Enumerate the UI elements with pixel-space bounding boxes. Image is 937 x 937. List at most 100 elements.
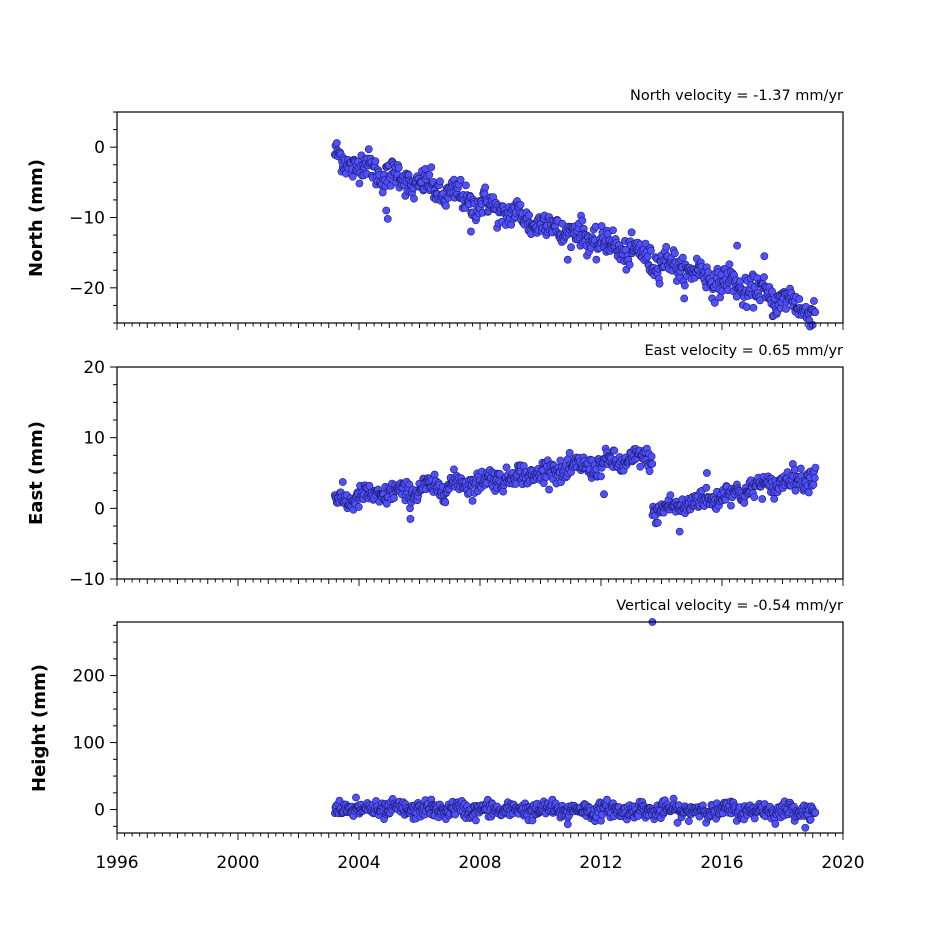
north-data-point	[355, 179, 364, 188]
height-data-point	[563, 820, 572, 829]
north-data-point	[410, 194, 418, 203]
north-data-point	[371, 157, 380, 166]
east-yticks: 20 10 0 −10	[69, 358, 117, 590]
east-data-point	[796, 464, 805, 473]
north-data-point	[670, 249, 679, 258]
north-data-point	[332, 139, 341, 147]
north-data-point	[655, 279, 664, 288]
height-data-point	[750, 814, 759, 823]
north-data-point	[768, 287, 776, 296]
north-data-point	[680, 294, 689, 303]
north-data-point	[678, 253, 687, 262]
north-data-point	[578, 216, 587, 225]
east-data-point	[468, 496, 477, 505]
east-ytick-label: 10	[83, 429, 105, 449]
east-data-point	[666, 491, 675, 500]
north-data-point	[425, 171, 434, 179]
panel-east: East velocity = 0.65 mm/yr East (mm) 20 1…	[26, 343, 844, 590]
east-ylabel: East (mm)	[26, 421, 47, 525]
north-data-point	[647, 246, 655, 255]
east-data-point	[636, 462, 645, 471]
north-data-point	[662, 242, 671, 251]
height-data-point	[806, 815, 815, 824]
north-ylabel: North (mm)	[26, 159, 47, 277]
east-data-point	[430, 470, 439, 479]
east-data-point	[702, 483, 711, 492]
north-data-point	[704, 268, 713, 277]
height-data-point	[471, 816, 480, 825]
east-data-point	[647, 452, 656, 461]
north-points	[330, 139, 820, 331]
east-data-point	[770, 494, 779, 503]
north-ytick-label: −10	[69, 209, 105, 229]
north-data-point	[394, 163, 403, 172]
height-data-point	[801, 823, 810, 832]
east-data-point	[648, 460, 657, 468]
north-data-point	[733, 241, 742, 250]
north-data-point	[592, 255, 601, 264]
east-data-point	[545, 485, 553, 494]
north-data-point	[382, 206, 391, 215]
north-data-point	[481, 183, 490, 192]
east-data-point	[390, 494, 398, 502]
height-axes-frame	[116, 621, 844, 834]
north-data-point	[811, 308, 820, 317]
north-data-point	[643, 252, 652, 261]
north-ytick-label: −20	[69, 279, 105, 299]
east-data-point	[441, 498, 450, 507]
height-ylabel: Height (mm)	[29, 664, 50, 792]
east-data-point	[610, 446, 619, 455]
panel-north: North velocity = -1.37 mm/yr North (mm) …	[26, 88, 844, 331]
height-subtitle: Vertical velocity = -0.54 mm/yr	[616, 598, 843, 614]
height-ytick-label: 100	[73, 734, 105, 754]
east-data-point	[750, 493, 759, 501]
north-axes-frame	[116, 111, 844, 324]
x-tick-label: 2012	[579, 853, 622, 873]
north-ytick-label: 0	[94, 138, 105, 158]
height-ytick-label: 200	[73, 667, 105, 687]
east-data-point	[811, 463, 820, 472]
north-data-point	[680, 281, 689, 290]
height-data-point	[684, 817, 693, 826]
north-data-point	[436, 177, 444, 186]
north-data-point	[427, 163, 436, 172]
north-data-point	[516, 200, 525, 209]
east-data-point	[556, 456, 565, 465]
east-data-point	[600, 490, 608, 499]
east-data-point	[653, 518, 662, 527]
east-axes-frame	[116, 366, 844, 580]
east-data-point	[338, 478, 347, 486]
height-data-point	[771, 820, 780, 828]
north-data-point	[364, 145, 373, 154]
east-ytick-label: 20	[83, 358, 105, 378]
north-data-point	[563, 255, 572, 264]
north-data-point	[456, 175, 465, 184]
north-data-point	[760, 273, 768, 282]
east-data-point	[406, 515, 415, 523]
east-data-point	[804, 488, 813, 497]
north-data-point	[782, 304, 790, 313]
north-data-point	[467, 227, 475, 236]
panel-height: Vertical velocity = -0.54 mm/yr Height (…	[29, 598, 844, 840]
north-data-point	[810, 297, 818, 305]
north-data-point	[795, 295, 804, 303]
east-ytick-label: 0	[94, 499, 105, 519]
height-yticks: 200 100 0	[73, 624, 117, 827]
height-points	[330, 618, 820, 832]
north-data-point	[348, 172, 357, 181]
north-data-point	[725, 260, 734, 269]
east-ytick-label: −10	[69, 570, 105, 590]
height-data-point	[811, 808, 820, 817]
north-yticks: 0 −10 −20	[69, 111, 117, 324]
east-data-point	[758, 495, 767, 503]
east-data-point	[495, 469, 504, 478]
x-tick-label: 2008	[458, 853, 501, 873]
east-data-point	[810, 474, 819, 482]
north-data-point	[710, 298, 719, 307]
east-data-point	[675, 527, 684, 536]
north-data-point	[461, 181, 470, 190]
north-data-point	[760, 252, 769, 261]
height-data-point	[451, 810, 460, 819]
